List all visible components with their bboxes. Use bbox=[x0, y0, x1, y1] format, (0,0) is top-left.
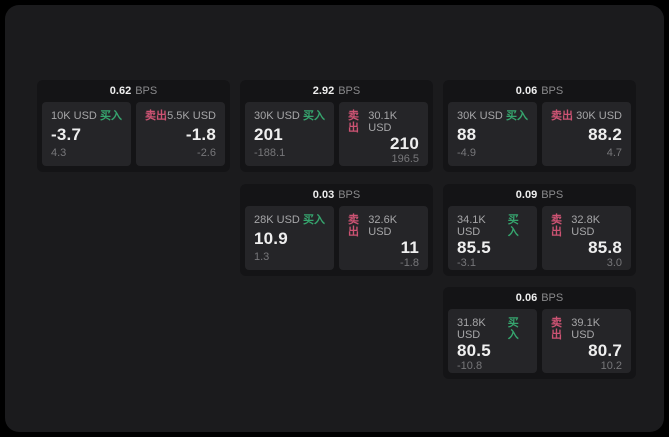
bps-unit: BPS bbox=[541, 85, 564, 97]
buy-label: 买入 bbox=[303, 110, 325, 122]
buy-price: 80.5 bbox=[457, 341, 491, 360]
sell-price: 80.7 bbox=[588, 341, 622, 360]
sell-amount: 5.5K USD bbox=[167, 110, 216, 122]
buy-change: 1.3 bbox=[254, 251, 270, 263]
bps-header: 0.06 BPS bbox=[443, 80, 636, 102]
buy-panel[interactable]: 28K USD 买入 10.9 1.3 bbox=[245, 206, 334, 270]
bps-unit: BPS bbox=[135, 85, 158, 97]
bps-unit: BPS bbox=[541, 292, 564, 304]
buy-label: 买入 bbox=[303, 214, 325, 226]
sell-panel[interactable]: 卖出 30K USD 88.2 4.7 bbox=[542, 102, 631, 166]
bps-header: 0.03 BPS bbox=[240, 184, 433, 206]
sell-change: 196.5 bbox=[391, 153, 419, 165]
main-panel: 0.62 BPS 10K USD 买入 -3.7 4.3 卖出 5.5K USD … bbox=[5, 5, 664, 432]
bps-value: 0.03 bbox=[312, 189, 335, 201]
sell-label: 卖出 bbox=[551, 214, 562, 238]
quote-card: 2.92 BPS 30K USD 买入 201 -188.1 卖出 30.1K U… bbox=[240, 80, 433, 172]
buy-price: 88 bbox=[457, 125, 477, 144]
quote-card: 0.09 BPS 34.1K USD 买入 85.5 -3.1 卖出 32.8K … bbox=[443, 184, 636, 276]
buy-price: 201 bbox=[254, 125, 283, 144]
bps-unit: BPS bbox=[541, 189, 564, 201]
sell-amount: 30.1K USD bbox=[368, 110, 398, 134]
sell-label: 卖出 bbox=[348, 110, 359, 134]
bps-value: 0.62 bbox=[109, 85, 132, 97]
bps-header: 2.92 BPS bbox=[240, 80, 433, 102]
buy-amount: 31.8K USD bbox=[457, 317, 486, 341]
bps-header: 0.62 BPS bbox=[37, 80, 230, 102]
sell-panel[interactable]: 卖出 32.6K USD 11 -1.8 bbox=[339, 206, 428, 270]
buy-label: 买入 bbox=[507, 317, 519, 341]
buy-price: -3.7 bbox=[51, 125, 82, 144]
buy-panel[interactable]: 10K USD 买入 -3.7 4.3 bbox=[42, 102, 131, 166]
sell-label: 卖出 bbox=[551, 317, 562, 341]
sell-panel[interactable]: 卖出 32.8K USD 85.8 3.0 bbox=[542, 206, 631, 270]
sell-change: 3.0 bbox=[606, 257, 622, 269]
buy-change: -4.9 bbox=[457, 147, 476, 159]
buy-price: 10.9 bbox=[254, 229, 288, 248]
bps-unit: BPS bbox=[338, 189, 361, 201]
buy-label: 买入 bbox=[507, 214, 519, 238]
buy-change: 4.3 bbox=[51, 147, 67, 159]
buy-amount: 34.1K USD bbox=[457, 214, 486, 238]
sell-price: 88.2 bbox=[588, 125, 622, 144]
sell-amount: 30K USD bbox=[576, 110, 622, 122]
buy-amount: 28K USD bbox=[254, 214, 300, 226]
sell-amount: 39.1K USD bbox=[571, 317, 601, 341]
quote-card: 0.62 BPS 10K USD 买入 -3.7 4.3 卖出 5.5K USD … bbox=[37, 80, 230, 172]
buy-change: -10.8 bbox=[457, 360, 483, 372]
sell-change: 4.7 bbox=[606, 147, 622, 159]
bps-header: 0.09 BPS bbox=[443, 184, 636, 206]
bps-value: 0.06 bbox=[515, 85, 538, 97]
buy-panel[interactable]: 30K USD 买入 88 -4.9 bbox=[448, 102, 537, 166]
buy-price: 85.5 bbox=[457, 238, 491, 257]
sell-panel[interactable]: 卖出 5.5K USD -1.8 -2.6 bbox=[136, 102, 225, 166]
bps-value: 2.92 bbox=[312, 85, 335, 97]
quote-card: 0.06 BPS 30K USD 买入 88 -4.9 卖出 30K USD 88… bbox=[443, 80, 636, 172]
sell-price: 210 bbox=[390, 134, 419, 153]
sell-change: -1.8 bbox=[400, 257, 419, 269]
buy-panel[interactable]: 31.8K USD 买入 80.5 -10.8 bbox=[448, 309, 537, 373]
sell-panel[interactable]: 卖出 39.1K USD 80.7 10.2 bbox=[542, 309, 631, 373]
quote-card: 0.06 BPS 31.8K USD 买入 80.5 -10.8 卖出 39.1K… bbox=[443, 287, 636, 379]
bps-value: 0.06 bbox=[515, 292, 538, 304]
sell-label: 卖出 bbox=[551, 110, 573, 122]
buy-label: 买入 bbox=[506, 110, 528, 122]
buy-label: 买入 bbox=[100, 110, 122, 122]
buy-amount: 30K USD bbox=[254, 110, 300, 122]
sell-change: -2.6 bbox=[197, 147, 216, 159]
buy-amount: 10K USD bbox=[51, 110, 97, 122]
sell-label: 卖出 bbox=[348, 214, 359, 238]
sell-change: 10.2 bbox=[600, 360, 622, 372]
bps-header: 0.06 BPS bbox=[443, 287, 636, 309]
buy-amount: 30K USD bbox=[457, 110, 503, 122]
sell-amount: 32.6K USD bbox=[368, 214, 398, 238]
quote-card: 0.03 BPS 28K USD 买入 10.9 1.3 卖出 32.6K USD… bbox=[240, 184, 433, 276]
sell-panel[interactable]: 卖出 30.1K USD 210 196.5 bbox=[339, 102, 428, 166]
buy-change: -188.1 bbox=[254, 147, 286, 159]
sell-label: 卖出 bbox=[145, 110, 167, 122]
sell-amount: 32.8K USD bbox=[571, 214, 601, 238]
sell-price: 85.8 bbox=[588, 238, 622, 257]
buy-panel[interactable]: 30K USD 买入 201 -188.1 bbox=[245, 102, 334, 166]
bps-value: 0.09 bbox=[515, 189, 538, 201]
buy-change: -3.1 bbox=[457, 257, 476, 269]
sell-price: 11 bbox=[400, 238, 419, 257]
sell-price: -1.8 bbox=[185, 125, 216, 144]
bps-unit: BPS bbox=[338, 85, 361, 97]
buy-panel[interactable]: 34.1K USD 买入 85.5 -3.1 bbox=[448, 206, 537, 270]
